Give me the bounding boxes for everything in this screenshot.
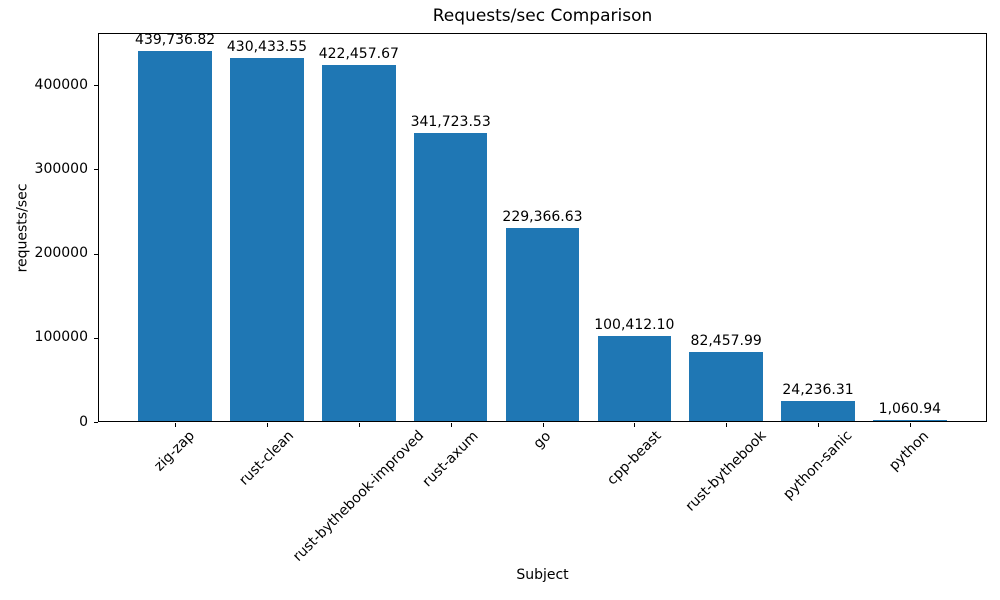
x-tick-mark [542, 423, 544, 427]
y-tick-label: 400000 [34, 76, 88, 93]
y-tick-mark [94, 253, 98, 255]
x-tick-mark [726, 423, 728, 427]
y-tick-label: 100000 [34, 329, 88, 346]
x-tick-label: rust-axum [419, 428, 482, 491]
y-tick-mark [94, 85, 98, 86]
bar [781, 400, 855, 421]
y-tick-mark [94, 422, 98, 423]
bar-value-label: 24,236.31 [782, 381, 854, 398]
y-tick-label: 0 [79, 413, 88, 430]
x-tick-label: zig-zap [151, 427, 199, 475]
bar [505, 227, 580, 421]
x-tick-label: rust-clean [236, 427, 298, 489]
x-tick-mark [175, 423, 177, 427]
x-tick-label: python-sanic [780, 427, 856, 504]
x-tick-label: rust-bythebook-improved [289, 427, 428, 566]
bar [230, 58, 304, 421]
x-tick-mark [818, 423, 820, 427]
bar-value-label: 82,457.99 [690, 332, 762, 349]
bar [873, 420, 947, 421]
x-axis-label: Subject [516, 567, 569, 583]
bar-value-label: 422,457.67 [318, 46, 399, 63]
x-tick-mark [909, 423, 911, 427]
y-tick-mark [94, 337, 98, 339]
bar [413, 133, 488, 421]
bar [322, 65, 396, 421]
bar [138, 50, 212, 421]
x-tick-label: rust-bythebook [682, 428, 770, 515]
bar-value-label: 229,366.63 [502, 208, 583, 225]
bar [597, 336, 672, 421]
bar-value-label: 341,723.53 [410, 114, 491, 131]
y-tick-label: 300000 [34, 160, 88, 177]
x-tick-label: go [530, 427, 555, 452]
y-tick-label: 200000 [34, 245, 88, 261]
x-tick-label: cpp-beast [603, 427, 665, 489]
x-tick-mark [358, 423, 360, 427]
chart-title: Requests/sec Comparison [432, 6, 653, 26]
x-tick-mark [450, 423, 452, 427]
bar [689, 351, 763, 421]
bar-value-label: 439,736.82 [135, 31, 216, 48]
bar-value-label: 430,433.55 [226, 39, 308, 56]
x-tick-label: python [886, 427, 933, 474]
bar-value-label: 1,060.94 [878, 401, 942, 418]
x-tick-mark [634, 423, 636, 427]
x-tick-mark [266, 423, 268, 427]
y-tick-mark [94, 169, 98, 171]
bar-value-label: 100,412.10 [594, 317, 675, 334]
plot-area [98, 33, 987, 422]
